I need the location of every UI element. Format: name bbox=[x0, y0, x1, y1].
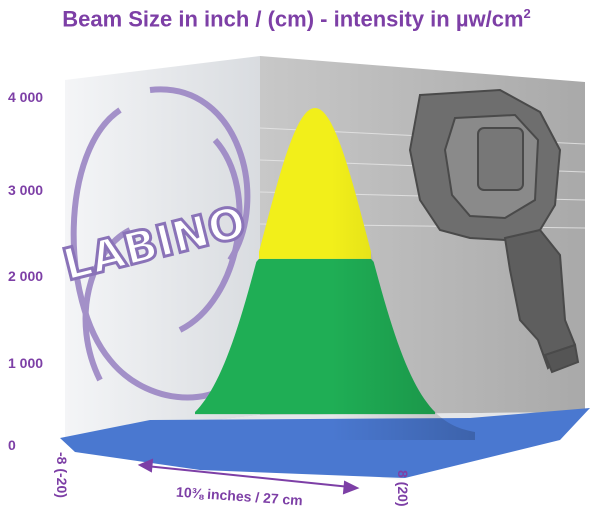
chart-title: Beam Size in inch / (cm) - intensity in … bbox=[62, 6, 531, 32]
x-tick-label: -8 (-20) bbox=[54, 452, 70, 498]
y-tick-label: 0 bbox=[8, 437, 16, 453]
y-tick-label: 1 000 bbox=[8, 355, 44, 371]
span-arrow bbox=[137, 458, 360, 495]
intensity-surface bbox=[60, 107, 590, 478]
lamp-icon bbox=[408, 88, 580, 374]
y-tick-label: 3 000 bbox=[8, 182, 44, 198]
y-tick-label: 4 000 bbox=[8, 89, 44, 105]
surface-shading bbox=[155, 107, 475, 440]
left-wall bbox=[65, 56, 260, 438]
x-tick-label: 8 (20) bbox=[395, 470, 411, 507]
y-tick-label: 2 000 bbox=[8, 268, 44, 284]
